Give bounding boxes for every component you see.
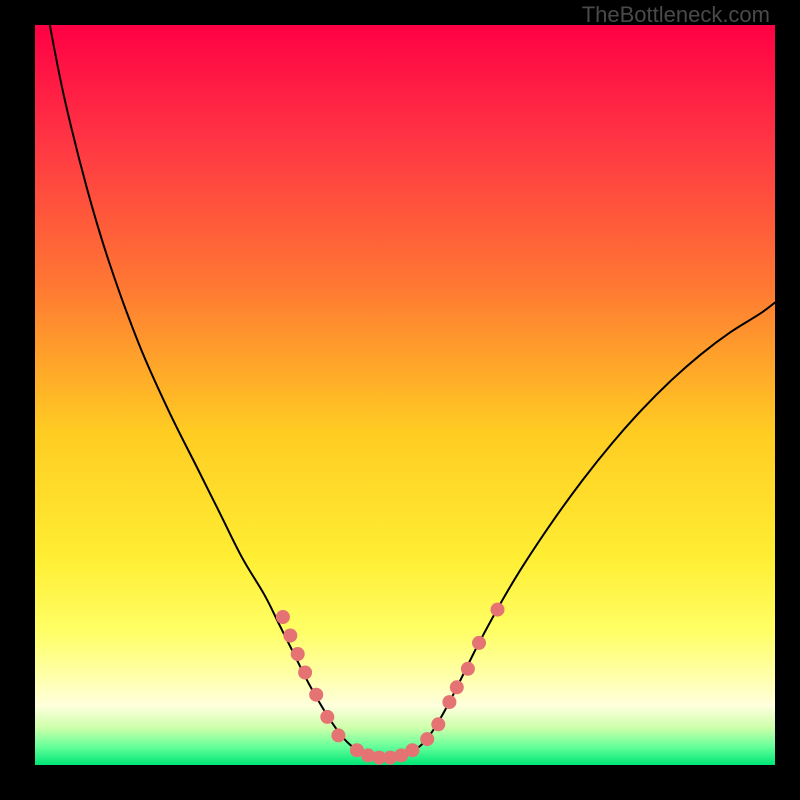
data-marker xyxy=(283,629,297,643)
data-marker xyxy=(291,647,305,661)
data-marker xyxy=(405,743,419,757)
bottleneck-chart xyxy=(35,25,775,765)
data-marker xyxy=(420,732,434,746)
data-marker xyxy=(298,666,312,680)
data-marker xyxy=(491,603,505,617)
chart-container xyxy=(35,25,775,765)
data-marker xyxy=(450,680,464,694)
watermark-text: TheBottleneck.com xyxy=(582,2,770,28)
data-marker xyxy=(472,636,486,650)
data-marker xyxy=(320,710,334,724)
data-marker xyxy=(442,695,456,709)
gradient-background xyxy=(35,25,775,765)
data-marker xyxy=(431,717,445,731)
data-marker xyxy=(309,688,323,702)
data-marker xyxy=(461,662,475,676)
data-marker xyxy=(276,610,290,624)
data-marker xyxy=(331,728,345,742)
